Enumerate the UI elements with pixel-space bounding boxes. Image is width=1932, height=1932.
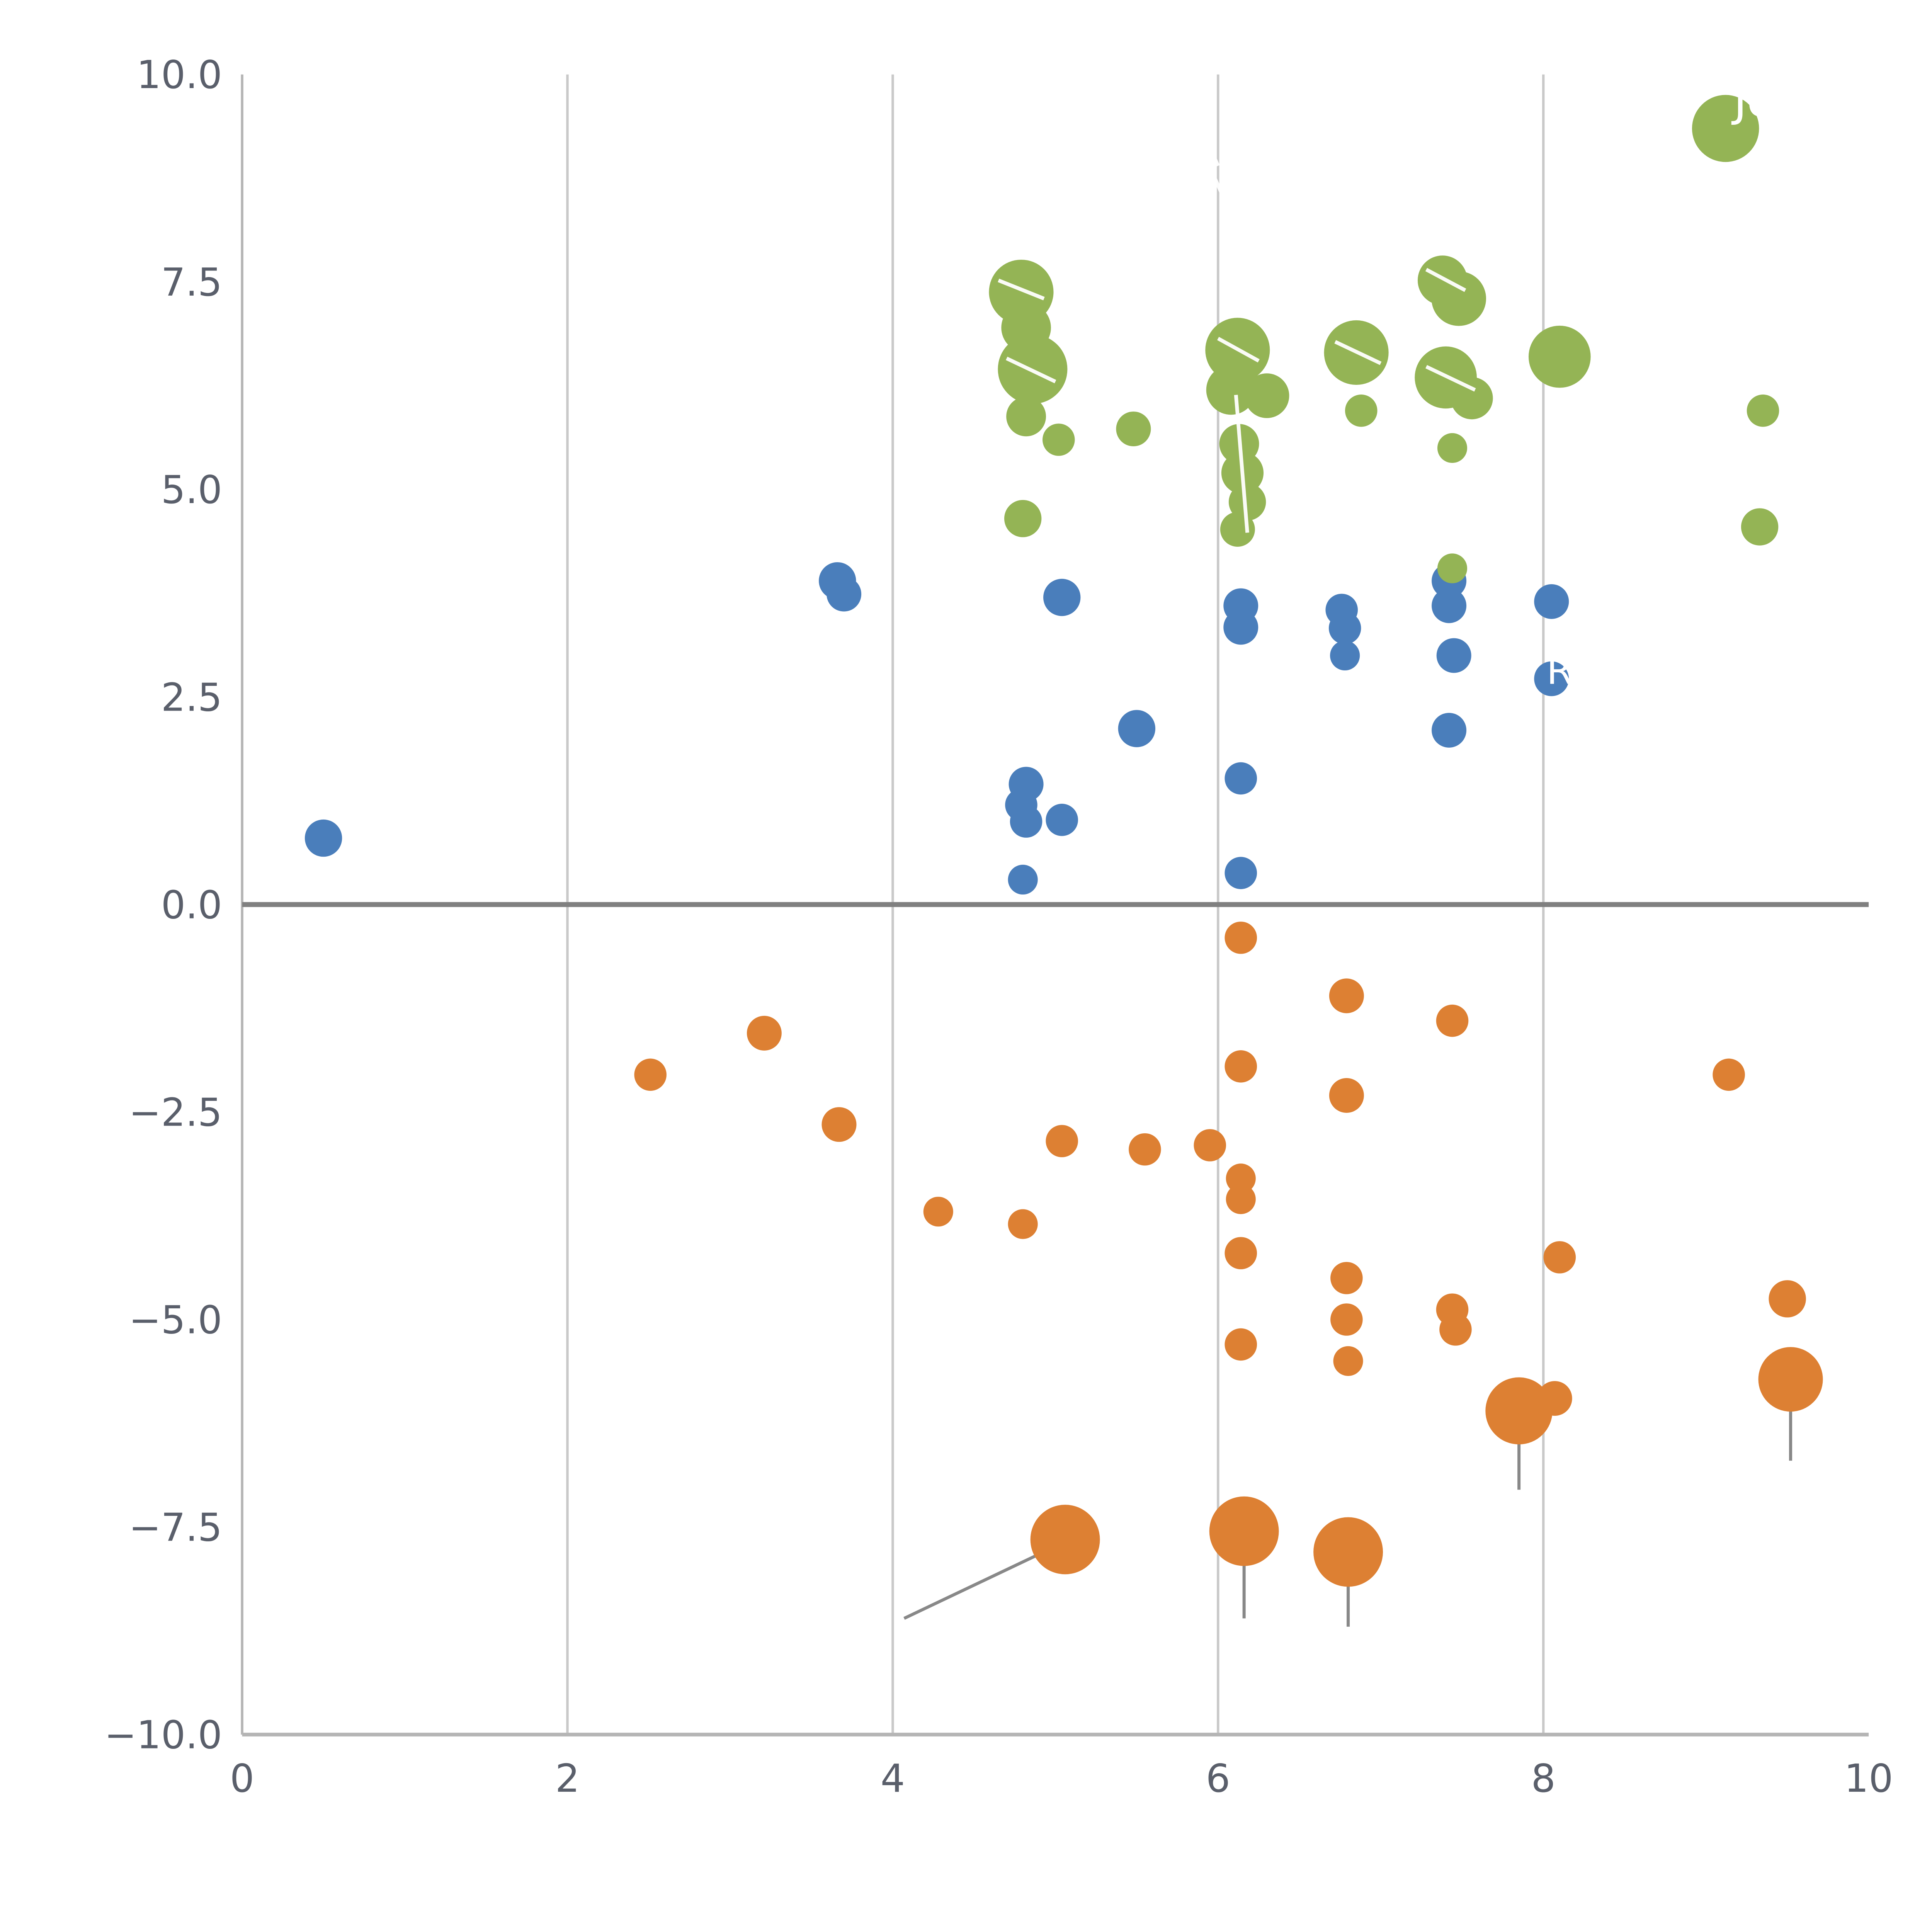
- annotation-label: R: [1547, 650, 1573, 693]
- data-point-blue: [1010, 805, 1043, 838]
- data-point-green: [1228, 483, 1266, 521]
- data-point-green: [1741, 508, 1779, 546]
- annotation-line: [998, 279, 1045, 301]
- data-point-orange: [1225, 1328, 1257, 1361]
- data-point-green: [1004, 500, 1042, 537]
- y-tick-label: −7.5: [129, 1505, 222, 1550]
- data-point-orange: [1485, 1377, 1553, 1445]
- data-point-green: [1244, 373, 1289, 418]
- data-point-green: [1437, 553, 1468, 583]
- data-point-orange: [1225, 1050, 1257, 1083]
- data-point-blue: [1223, 610, 1259, 645]
- data-point-orange: [1537, 1381, 1572, 1416]
- data-point-orange: [1046, 1125, 1078, 1157]
- data-point-blue: [1330, 640, 1360, 671]
- data-point-orange: [1329, 1078, 1364, 1113]
- data-point-orange: [1226, 1163, 1256, 1194]
- annotation-line: [1334, 340, 1382, 365]
- x-tick-label: 6: [1206, 1757, 1230, 1801]
- data-point-green: [1747, 395, 1779, 427]
- data-point-blue: [1046, 804, 1078, 836]
- annotation-label: Jo: [1731, 75, 1774, 127]
- data-point-orange: [1333, 1346, 1363, 1376]
- leader-line: [903, 1549, 1048, 1620]
- data-point-blue: [1534, 661, 1569, 696]
- x-tick-label: 10: [1844, 1757, 1893, 1801]
- y-tick-label: −5.0: [129, 1298, 222, 1342]
- data-point-orange: [747, 1015, 782, 1051]
- x-tick-label: 0: [230, 1757, 254, 1801]
- y-tick-label: 10.0: [136, 53, 222, 97]
- annotation-line: [1213, 177, 1228, 204]
- data-point-blue: [1432, 713, 1467, 748]
- data-point-green: [1431, 271, 1486, 326]
- data-point-green: [1006, 396, 1046, 437]
- data-point-green: [1437, 433, 1468, 463]
- data-point-green: [1345, 395, 1378, 427]
- data-point-orange: [1194, 1129, 1226, 1162]
- data-point-green: [1206, 365, 1256, 415]
- x-tick-label: 2: [555, 1757, 580, 1801]
- data-point-orange: [1330, 1262, 1363, 1294]
- data-point-orange: [634, 1058, 667, 1091]
- data-point-blue: [1225, 762, 1257, 795]
- y-tick-label: 2.5: [161, 675, 222, 720]
- y-tick-label: 0.0: [161, 883, 222, 927]
- data-point-orange: [1225, 1237, 1257, 1269]
- data-point-blue: [827, 577, 862, 612]
- x-tick-label: 4: [881, 1757, 905, 1801]
- annotation-line: [1425, 365, 1476, 392]
- data-point-orange: [1129, 1133, 1161, 1166]
- data-point-green: [1692, 95, 1759, 162]
- y-tick-label: −10.0: [104, 1713, 222, 1757]
- data-point-orange: [1758, 1347, 1823, 1412]
- data-point-orange: [1226, 1184, 1256, 1214]
- data-point-blue: [304, 819, 342, 857]
- data-point-orange: [821, 1107, 857, 1142]
- y-tick-label: −2.5: [129, 1090, 222, 1135]
- data-point-green: [1116, 412, 1151, 447]
- data-point-orange: [1225, 922, 1257, 954]
- annotation-line: [1217, 337, 1260, 363]
- data-point-green: [1451, 377, 1493, 420]
- data-point-blue: [1432, 588, 1467, 623]
- data-point-orange: [1713, 1058, 1745, 1091]
- data-point-orange: [1329, 978, 1364, 1014]
- data-point-orange: [1439, 1313, 1472, 1346]
- x-tick-label: 8: [1531, 1757, 1556, 1801]
- data-point-orange: [1769, 1280, 1806, 1318]
- data-point-blue: [1534, 584, 1569, 619]
- data-point-orange: [1209, 1496, 1279, 1566]
- data-point-blue: [1328, 612, 1361, 645]
- data-point-green: [1043, 423, 1075, 456]
- annotation-line: [1425, 268, 1466, 292]
- annotation-line: [1006, 357, 1056, 383]
- data-point-blue: [1118, 710, 1156, 747]
- annotation-line: [1234, 395, 1249, 533]
- annotation-line: [1205, 140, 1220, 167]
- data-point-blue: [1436, 638, 1471, 673]
- data-point-orange: [923, 1197, 953, 1227]
- data-point-orange: [1008, 1209, 1038, 1239]
- data-point-orange: [1313, 1517, 1383, 1587]
- data-point-orange: [1330, 1303, 1363, 1336]
- data-point-orange: [1543, 1241, 1576, 1274]
- data-point-green: [1528, 325, 1591, 388]
- y-tick-label: 5.0: [161, 468, 222, 512]
- data-point-blue: [1225, 857, 1257, 889]
- data-point-blue: [1043, 578, 1081, 616]
- data-point-blue: [1008, 864, 1038, 895]
- data-point-orange: [1436, 1004, 1469, 1037]
- data-point-orange: [1030, 1505, 1100, 1575]
- data-point-green: [1220, 512, 1255, 547]
- y-tick-label: 7.5: [161, 260, 222, 305]
